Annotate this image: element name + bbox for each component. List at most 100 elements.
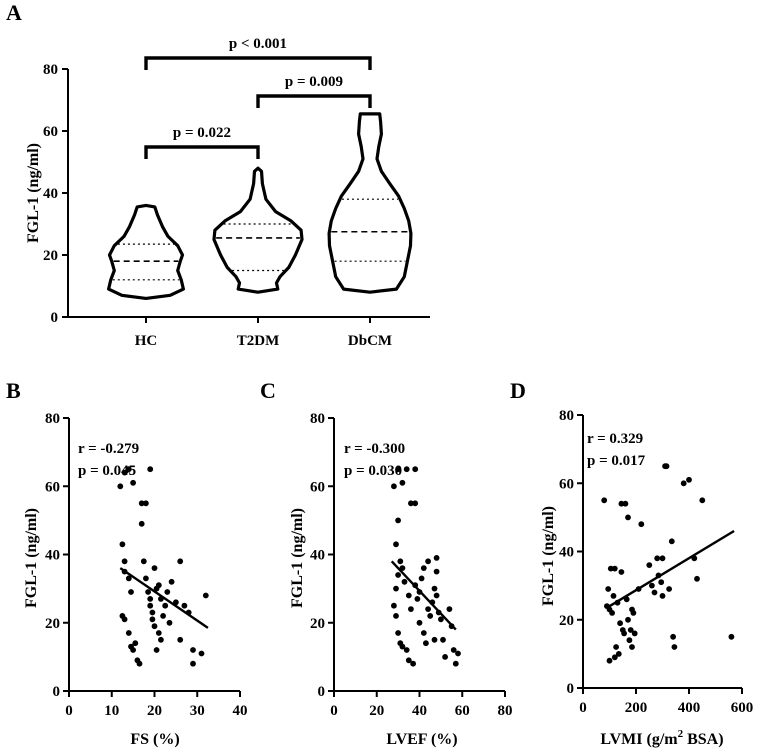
panel-c-point [393,613,399,619]
panel-d-letter: D [510,378,526,403]
panel-a-y-tick-label: 80 [43,62,58,78]
panel-c-point [433,592,440,599]
panel-c-point [405,657,412,664]
panel-c-y-tick-label: 80 [310,411,325,427]
panel-c-point [410,660,416,667]
panel-c-point [391,602,397,609]
significance-p-value: p < 0.001 [229,36,287,52]
panel-c-point [403,647,410,653]
panel-d-point [621,630,627,637]
panel-c-point [395,630,401,636]
panel-b-point [147,466,154,473]
panel-b-y-tick-label: 60 [45,479,60,495]
panel-a-y-tick-label: 40 [43,186,58,202]
panel-c-r-value: r = -0.300 [344,441,405,457]
panel-d-x-tick-label: 400 [678,700,701,716]
panel-b-letter: B [6,378,21,403]
panel-c-point [408,500,414,507]
panel-b-point [158,636,164,643]
panel-d-point [630,610,637,616]
panel-d-x-axis-title-tail: BSA) [683,731,723,748]
panel-d-point [625,514,631,521]
panel-d-point [694,575,700,582]
panel-b-point [147,596,154,602]
panel-b-point [177,558,184,565]
panel-c-x-tick-label: 40 [412,703,427,719]
panel-d-point [668,538,675,545]
panel-a-y-tick-label: 20 [43,248,58,264]
panel-b-point [121,469,128,476]
panel-c-letter: C [260,378,276,403]
panel-a-y-tick-label: 60 [43,124,58,140]
panel-b-point [138,500,145,507]
panel-b-point [125,630,132,636]
panel-d-point [601,497,608,504]
panel-b-trendline [119,567,209,629]
panel-b-point [140,558,147,565]
panel-b-point [149,616,156,623]
panel-d-point [626,637,633,644]
panel-d-point [646,562,653,568]
panel-d-point [658,579,665,586]
panel-c-point [391,483,397,490]
panel-d-point [609,610,615,616]
panel-d-y-tick-label: 80 [559,408,574,424]
panel-a-x-axis: HC T2DM DbCM [68,316,430,349]
panel-b-point [153,647,160,653]
panel-d-point [671,644,678,650]
violin-hc [107,203,185,300]
significance-bracket [144,56,372,70]
panel-b-y-tick-label: 0 [53,684,61,700]
panel-a-y-axis: 0 20 40 60 80 [43,62,69,326]
panel-b-axes: 0 20 40 60 80 0 10 20 30 40 [45,411,248,719]
panel-c-y-tick-label: 0 [318,684,326,700]
panel-d-y-tick-label: 60 [559,476,574,492]
panel-d-point [622,500,629,507]
panel-b-x-tick-label: 20 [147,703,162,719]
panel-d-point [625,616,631,623]
panel-d-point [627,627,634,633]
panel-d-r-value: r = 0.329 [587,431,643,447]
panel-c-point [395,466,401,473]
panel-b-point [160,613,167,619]
panel-d-p-value: p = 0.017 [587,453,646,469]
panel-b-point [117,483,124,490]
panel-c-y-axis-title: FGL-1 (ng/ml) [289,508,306,608]
panel-c-x-axis-title: LVEF (%) [386,731,457,748]
panel-c-point [393,585,399,592]
panel-c-p-value: p = 0.030 [344,463,402,479]
panel-c-axes: 0 20 40 60 80 0 20 40 60 80 [310,411,513,719]
panel-c-point [450,647,457,653]
panel-b-point [151,623,158,630]
panel-d-point [615,651,622,657]
panel-b-point [164,589,171,595]
panel-b-y-tick-label: 80 [45,411,60,427]
panel-d-point [654,555,661,562]
panel-b-point [132,640,139,647]
panel-c-point [433,555,440,561]
panel-d-point [659,593,666,599]
panel-b-point [181,602,188,609]
panel-a-x-tick-label: T2DM [237,333,280,349]
panel-c-point [431,585,438,592]
panel-a-x-tick-label: HC [135,333,158,349]
panel-b-points [117,466,209,667]
panel-c-point [401,578,408,585]
panel-b-point [121,558,128,565]
panel-c-point [412,500,419,507]
panel-c-x-tick-label: 20 [369,703,384,719]
panel-c-point [403,466,410,473]
panel-c-point [408,606,414,612]
panel-d-point [611,654,618,661]
panel-b-point [177,636,184,643]
panel-b-point [121,616,128,623]
panel-d-point [610,593,617,599]
panel-b-point [130,479,137,486]
panel-b-point [130,647,137,653]
panel-c-point [420,565,427,571]
panel-d-point [618,500,625,507]
panel-b-r-value: r = -0.279 [78,441,139,457]
panel-b-point [190,647,196,653]
panel-d-x-tick-label: 200 [625,700,648,716]
panel-b-y-axis-title: FGL-1 (ng/ml) [23,508,40,608]
